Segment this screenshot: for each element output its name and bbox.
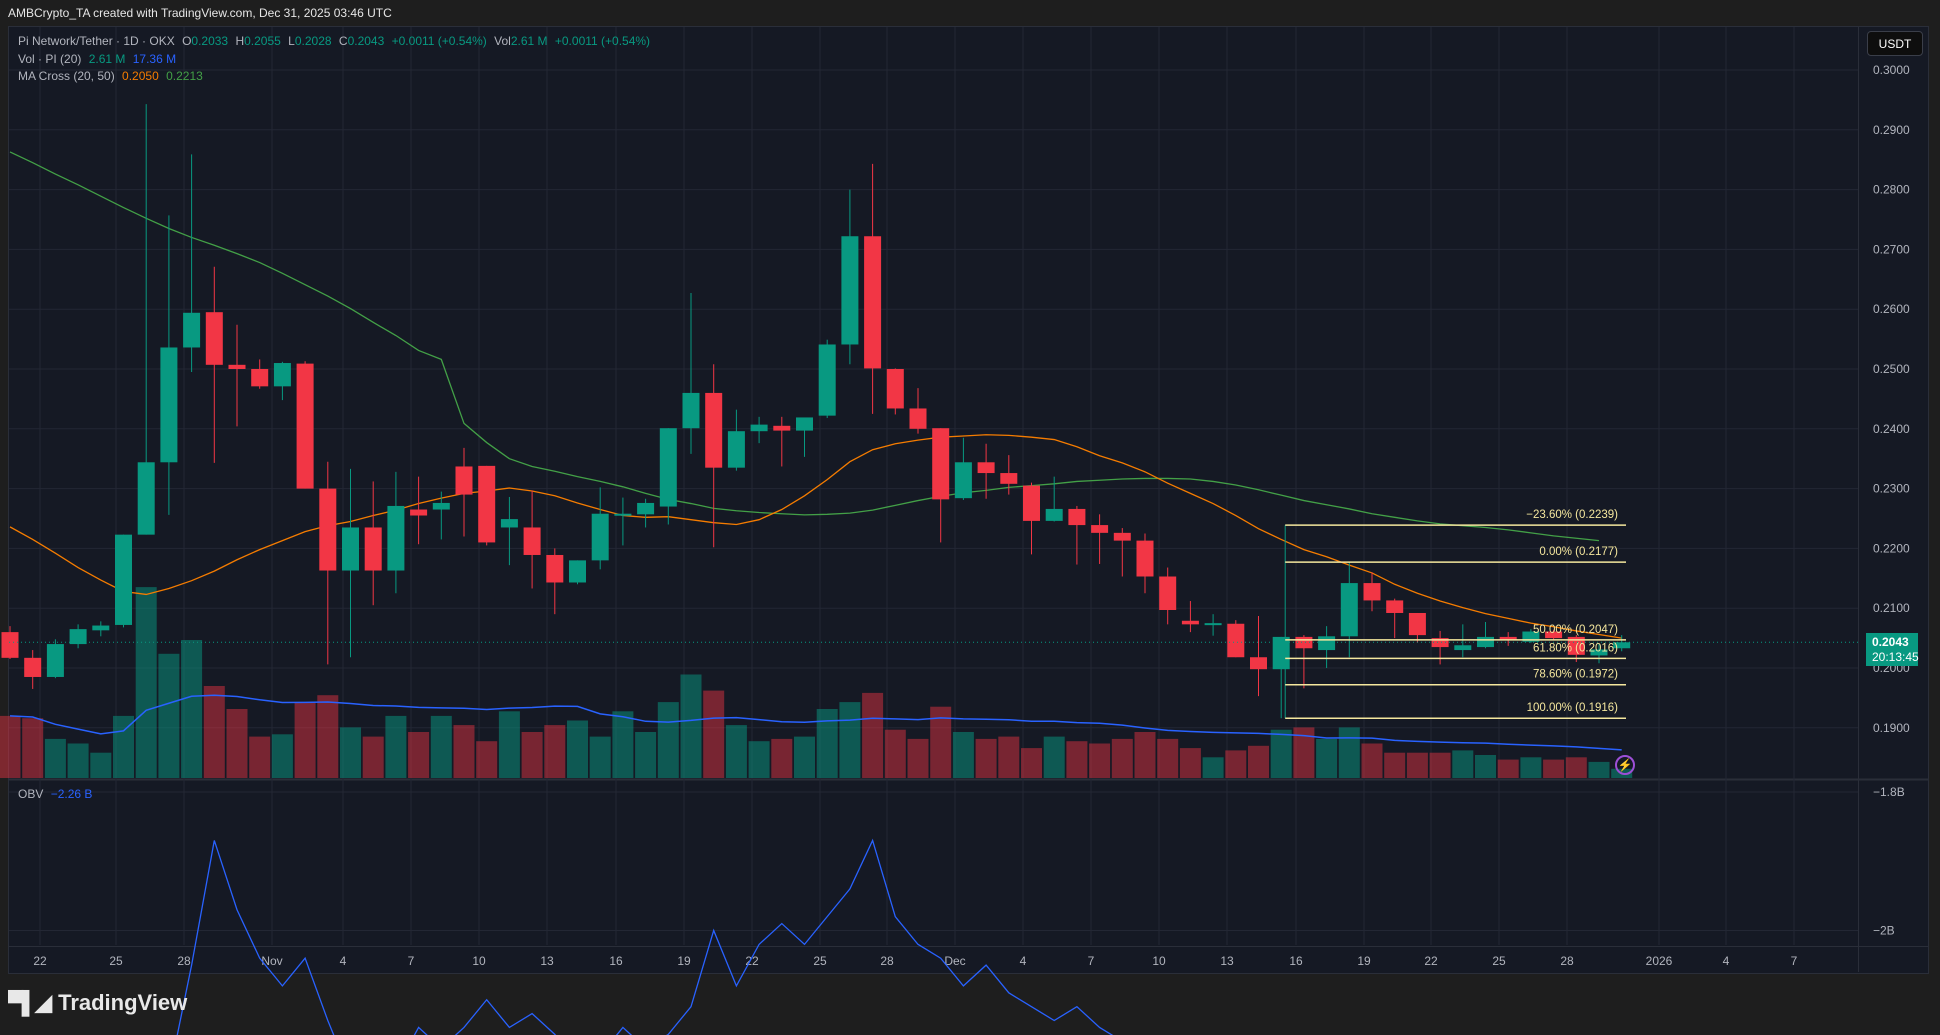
close-value: 0.2043 (347, 34, 385, 48)
svg-text:22: 22 (1424, 954, 1438, 968)
svg-text:0.2800: 0.2800 (1873, 183, 1910, 197)
svg-text:0.2500: 0.2500 (1873, 362, 1910, 376)
svg-text:Nov: Nov (261, 954, 282, 968)
last-price-value: 0.2043 (1872, 635, 1909, 649)
svg-text:78.60% (0.1972): 78.60% (0.1972) (1533, 669, 1618, 681)
volume-change: +0.0011 (+0.54%) (554, 34, 651, 48)
svg-text:0.2200: 0.2200 (1873, 541, 1910, 555)
svg-text:0.2100: 0.2100 (1873, 601, 1910, 615)
chart-credit: AMBCrypto_TA created with TradingView.co… (8, 6, 392, 20)
brand-name: TradingView (58, 990, 188, 1015)
svg-text:22: 22 (33, 954, 47, 968)
obv-title: OBV (18, 787, 44, 801)
svg-text:19: 19 (677, 954, 691, 968)
svg-text:0.2900: 0.2900 (1873, 123, 1910, 137)
change-value: +0.0011 (+0.54%) (391, 34, 487, 48)
svg-text:0.3000: 0.3000 (1873, 63, 1910, 77)
svg-text:2026: 2026 (1646, 954, 1673, 968)
svg-text:0.2300: 0.2300 (1873, 482, 1910, 496)
svg-text:0.1900: 0.1900 (1873, 721, 1910, 735)
ma50-value: 0.2213 (166, 69, 203, 83)
last-price-tag: 0.2043 20:13:45 (1866, 633, 1919, 666)
lightning-icon[interactable]: ⚡ (1615, 755, 1635, 775)
svg-text:28: 28 (1560, 954, 1574, 968)
svg-text:19: 19 (1357, 954, 1371, 968)
svg-text:7: 7 (1088, 954, 1095, 968)
currency-button[interactable]: USDT (1867, 31, 1923, 56)
svg-text:7: 7 (408, 954, 415, 968)
svg-text:28: 28 (880, 954, 894, 968)
low-value: 0.2028 (294, 34, 332, 48)
svg-text:0.2600: 0.2600 (1873, 302, 1910, 316)
volume-v1: 2.61 M (88, 52, 126, 66)
obv-legend[interactable]: OBV −2.26 B (18, 787, 96, 801)
tv-logo-icon: ▀▌◢ (8, 990, 52, 1015)
volume-legend[interactable]: Vol · PI (20) 2.61 M 17.36 M (18, 52, 180, 66)
svg-text:Dec: Dec (944, 954, 965, 968)
svg-text:13: 13 (540, 954, 554, 968)
volume-title: Vol · PI (20) (18, 52, 82, 66)
svg-text:0.2400: 0.2400 (1873, 422, 1910, 436)
ma-cross-legend[interactable]: MA Cross (20, 50) 0.2050 0.2213 (18, 69, 207, 83)
svg-text:−1.8B: −1.8B (1873, 785, 1905, 799)
volume-value: 2.61 M (510, 34, 548, 48)
open-value: 0.2033 (191, 34, 229, 48)
tradingview-logo: ▀▌◢ TradingView (8, 990, 187, 1016)
ma20-value: 0.2050 (122, 69, 159, 83)
svg-text:25: 25 (813, 954, 827, 968)
svg-text:100.00% (0.1916): 100.00% (0.1916) (1527, 702, 1619, 714)
svg-text:25: 25 (1492, 954, 1506, 968)
symbol-title: Pi Network/Tether · 1D · OKX (18, 34, 175, 48)
obv-value: −2.26 B (50, 787, 93, 801)
volume-v2: 17.36 M (132, 52, 177, 66)
symbol-legend: Pi Network/Tether · 1D · OKX O0.2033 H0.… (18, 34, 651, 48)
svg-text:61.80% (0.2016): 61.80% (0.2016) (1533, 642, 1618, 654)
svg-text:28: 28 (177, 954, 191, 968)
svg-text:0.2700: 0.2700 (1873, 242, 1910, 256)
svg-text:50.00% (0.2047): 50.00% (0.2047) (1533, 624, 1618, 636)
svg-text:16: 16 (609, 954, 623, 968)
svg-text:7: 7 (1791, 954, 1798, 968)
svg-text:4: 4 (1723, 954, 1730, 968)
svg-text:4: 4 (1020, 954, 1027, 968)
svg-text:−23.60% (0.2239): −23.60% (0.2239) (1526, 509, 1618, 521)
svg-text:4: 4 (340, 954, 347, 968)
svg-text:0.00% (0.2177): 0.00% (0.2177) (1539, 546, 1618, 558)
svg-text:13: 13 (1220, 954, 1234, 968)
svg-text:16: 16 (1289, 954, 1303, 968)
bar-countdown: 20:13:45 (1872, 650, 1919, 664)
high-value: 0.2055 (244, 34, 281, 48)
svg-text:10: 10 (1152, 954, 1166, 968)
svg-text:10: 10 (472, 954, 486, 968)
svg-text:25: 25 (109, 954, 123, 968)
ma-title: MA Cross (20, 50) (18, 69, 115, 83)
svg-text:−2B: −2B (1873, 924, 1895, 938)
